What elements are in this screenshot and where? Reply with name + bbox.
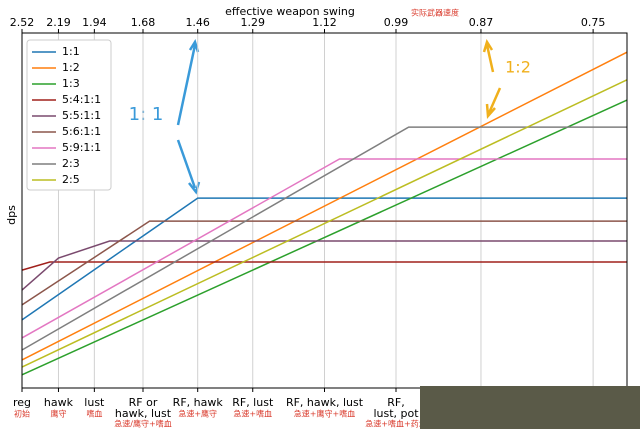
y-axis-title: dps [5, 205, 18, 225]
x-bottom-label-cn: 嗜血 [86, 409, 102, 419]
x-bottom-label: RF, [387, 396, 404, 409]
x-bottom-label: hawk [44, 396, 74, 409]
series-line [21, 261, 627, 271]
plot-frame [21, 32, 628, 389]
series-line [21, 79, 628, 368]
x-tick-label: 1.29 [240, 16, 265, 29]
x-tick-label: 2.52 [10, 16, 35, 29]
x-tick-label: 1.46 [185, 16, 210, 29]
x-axis-title-cn: 实际武器速度 [411, 8, 459, 18]
x-bottom-label-cn: 急速+鹰守+嗜血 [294, 409, 355, 419]
legend-label: 1:2 [62, 61, 80, 74]
legend-label: 5:6:1:1 [62, 125, 101, 138]
x-tick-label: 1.94 [82, 16, 107, 29]
legend-box [26, 39, 112, 191]
x-tick-label: 0.87 [469, 16, 494, 29]
series-line [21, 220, 627, 306]
series-line [21, 126, 627, 351]
legend-label: 5:9:1:1 [62, 141, 101, 154]
series-line [21, 158, 627, 339]
annotation-arrows [176, 38, 502, 195]
annotation: 1: 1 [129, 104, 164, 125]
legend-label: 2:3 [62, 157, 80, 170]
x-bottom-label-cn: 急速+嗜血+药水 [365, 419, 426, 429]
watermark-blur [420, 386, 640, 429]
x-bottom-label: hawk, lust [115, 407, 172, 420]
x-bottom-label-cn: 急速+嗜血 [233, 409, 272, 419]
series-line [21, 51, 628, 361]
legend-label: 2:5 [62, 173, 80, 186]
legend-label: 1:3 [62, 77, 80, 90]
x-bottom-label: lust [84, 396, 105, 409]
x-tick-label: 0.99 [384, 16, 409, 29]
legend-label: 5:4:1:1 [62, 93, 101, 106]
series-line [21, 99, 628, 376]
x-bottom-label: RF, lust [232, 396, 274, 409]
legend-label: 1:1 [62, 45, 80, 58]
x-bottom-label-cn: 急速+鹰守 [178, 409, 217, 419]
x-bottom-label: RF, hawk [173, 396, 224, 409]
x-tick-label: 2.19 [46, 16, 71, 29]
x-bottom-label: RF, hawk, lust [286, 396, 364, 409]
x-bottom-label-cn: 初始 [14, 409, 30, 419]
series-line [21, 240, 627, 291]
x-bottom-label-cn: 急速/鹰守+嗜血 [114, 419, 171, 429]
x-bottom-label: lust, pot [373, 407, 419, 420]
annotation: 1:2 [505, 58, 531, 77]
x-tick-label: 0.75 [581, 16, 606, 29]
x-bottom-label: RF or [129, 396, 158, 409]
x-tick-label: 1.68 [131, 16, 156, 29]
x-axis-title: effective weapon swing [225, 5, 355, 18]
x-bottom-label-cn: 鹰守 [50, 409, 66, 419]
x-tick-label: 1.12 [312, 16, 337, 29]
legend-label: 5:5:1:1 [62, 109, 101, 122]
series-line [21, 197, 627, 321]
x-bottom-label: reg [13, 396, 31, 409]
